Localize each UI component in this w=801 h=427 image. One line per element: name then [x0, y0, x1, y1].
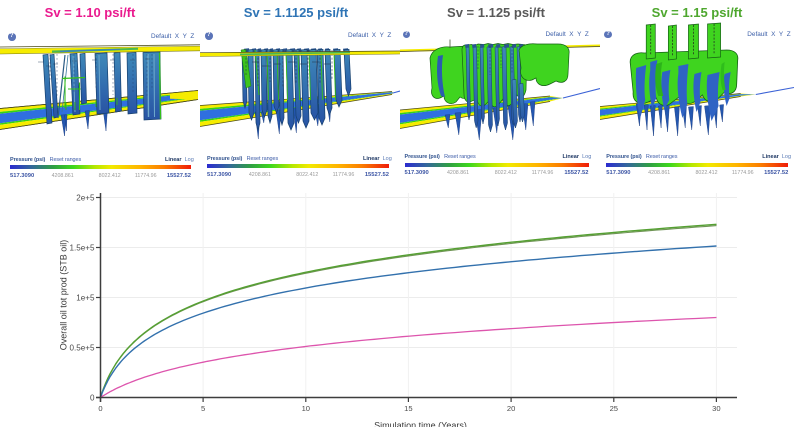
- svg-text:20: 20: [507, 404, 515, 413]
- svg-text:1e+5: 1e+5: [76, 293, 95, 302]
- svg-text:Overall oil tot prod (STB oil): Overall oil tot prod (STB oil): [59, 240, 69, 351]
- svg-text:1.5e+5: 1.5e+5: [70, 243, 95, 252]
- svg-text:Simulation time (Years): Simulation time (Years): [374, 421, 467, 427]
- svg-text:25: 25: [610, 404, 618, 413]
- svg-text:10: 10: [302, 404, 310, 413]
- svg-text:2e+5: 2e+5: [76, 193, 95, 202]
- svg-text:0: 0: [98, 404, 102, 413]
- svg-text:0: 0: [90, 393, 95, 402]
- svg-text:15: 15: [404, 404, 412, 413]
- svg-text:30: 30: [712, 404, 720, 413]
- svg-text:0.5e+5: 0.5e+5: [70, 343, 95, 352]
- svg-text:5: 5: [201, 404, 205, 413]
